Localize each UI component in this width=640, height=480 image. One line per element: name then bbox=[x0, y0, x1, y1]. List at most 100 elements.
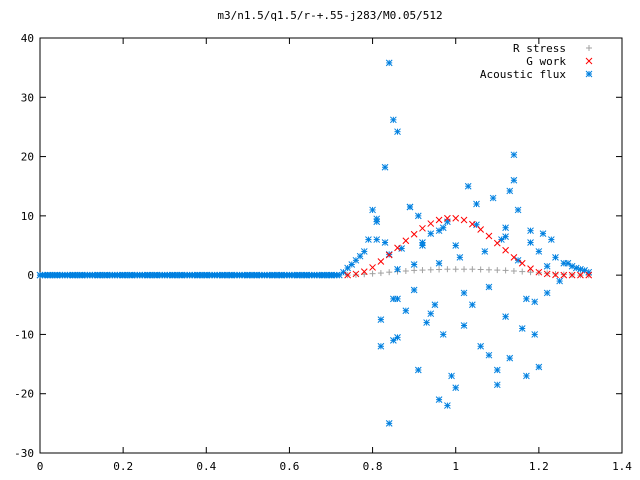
data-point bbox=[477, 266, 484, 273]
data-point bbox=[485, 232, 493, 240]
data-point bbox=[585, 268, 593, 276]
data-point bbox=[360, 268, 368, 275]
data-point bbox=[410, 261, 418, 268]
y-tick-label: 40 bbox=[21, 32, 34, 45]
axes: 0 0.2 0.4 0.6 0.8 1 1.2 1.4 40 30 20 10 0 -10 -20 -30 bbox=[14, 32, 632, 473]
data-point bbox=[410, 230, 418, 238]
data-point bbox=[552, 254, 559, 261]
data-point bbox=[481, 248, 489, 255]
data-point bbox=[456, 254, 464, 261]
x-tick-label: 0.6 bbox=[279, 460, 299, 473]
data-point bbox=[527, 227, 534, 235]
data-point bbox=[452, 214, 460, 222]
data-point bbox=[427, 310, 435, 318]
series-acoustic-flux bbox=[36, 59, 593, 427]
data-point bbox=[436, 266, 443, 273]
data-point bbox=[539, 230, 547, 237]
data-point bbox=[519, 268, 526, 275]
data-point bbox=[385, 251, 393, 259]
data-point bbox=[373, 215, 381, 223]
data-point bbox=[444, 266, 451, 273]
data-point bbox=[381, 163, 389, 171]
data-point bbox=[377, 258, 385, 265]
data-point bbox=[518, 325, 526, 332]
data-point bbox=[502, 246, 509, 254]
data-point bbox=[427, 266, 434, 273]
data-point bbox=[419, 239, 426, 246]
data-point bbox=[373, 236, 381, 243]
data-point bbox=[485, 266, 492, 273]
data-point bbox=[369, 270, 376, 277]
data-point bbox=[414, 212, 422, 220]
data-point bbox=[547, 236, 555, 243]
data-point bbox=[543, 270, 551, 278]
acoustic-flux-baseline bbox=[36, 271, 341, 279]
data-point bbox=[390, 337, 397, 344]
data-point bbox=[452, 266, 459, 273]
data-point bbox=[494, 267, 501, 274]
data-point bbox=[493, 366, 501, 374]
data-point bbox=[572, 264, 580, 272]
data-point bbox=[385, 59, 393, 67]
data-point bbox=[564, 259, 572, 267]
legend-marker bbox=[585, 57, 593, 65]
data-point bbox=[543, 289, 551, 297]
y-tick-label: -20 bbox=[14, 388, 34, 401]
data-point bbox=[510, 176, 518, 184]
data-point bbox=[394, 295, 401, 303]
x-tick-label: 1 bbox=[452, 460, 459, 473]
plot-frame bbox=[39, 37, 623, 454]
x-tick-label: 1.4 bbox=[612, 460, 632, 473]
data-point bbox=[394, 128, 401, 136]
series-g-work bbox=[344, 214, 593, 279]
data-point bbox=[390, 116, 397, 124]
data-point bbox=[577, 271, 584, 279]
data-point bbox=[344, 271, 351, 279]
y-tick-label: 10 bbox=[21, 210, 34, 223]
marks bbox=[36, 59, 593, 427]
data-point bbox=[493, 239, 501, 247]
data-point bbox=[585, 271, 593, 279]
data-point bbox=[527, 265, 534, 272]
data-point bbox=[431, 301, 439, 309]
data-point bbox=[556, 277, 563, 285]
data-point bbox=[473, 200, 480, 208]
data-point bbox=[377, 342, 385, 350]
legend-marker bbox=[586, 45, 592, 51]
data-point bbox=[394, 334, 401, 341]
data-point bbox=[414, 366, 422, 374]
data-point bbox=[369, 206, 376, 214]
y-tick-label: 20 bbox=[21, 151, 34, 164]
data-point bbox=[514, 256, 522, 264]
data-point bbox=[506, 187, 514, 195]
data-point bbox=[423, 319, 430, 326]
data-point bbox=[435, 216, 443, 224]
data-point bbox=[427, 230, 435, 237]
data-point bbox=[385, 420, 393, 427]
data-point bbox=[518, 259, 526, 267]
data-point bbox=[489, 194, 497, 202]
data-point bbox=[510, 151, 518, 159]
data-point bbox=[435, 227, 443, 235]
data-point bbox=[444, 214, 451, 222]
data-point bbox=[485, 283, 493, 291]
data-point bbox=[352, 271, 359, 278]
data-point bbox=[477, 226, 485, 233]
data-point bbox=[523, 372, 530, 380]
data-point bbox=[461, 266, 468, 273]
data-point bbox=[377, 270, 384, 277]
data-point bbox=[402, 267, 409, 274]
data-point bbox=[352, 270, 360, 278]
legend-marker bbox=[585, 70, 593, 78]
data-point bbox=[502, 313, 509, 320]
data-point bbox=[568, 271, 576, 279]
data-point bbox=[410, 286, 418, 294]
data-point bbox=[502, 233, 509, 240]
data-point bbox=[402, 237, 410, 245]
data-point bbox=[402, 307, 410, 315]
data-point bbox=[527, 239, 534, 246]
data-point bbox=[444, 402, 451, 409]
data-point bbox=[386, 269, 393, 276]
data-point bbox=[535, 363, 543, 371]
data-point bbox=[531, 331, 539, 338]
